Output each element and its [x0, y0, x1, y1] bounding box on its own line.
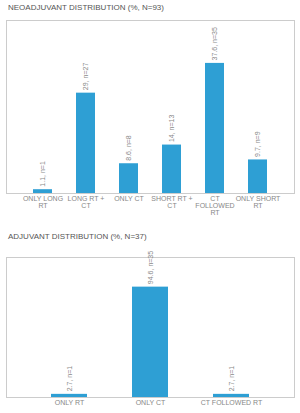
svg-text:9.7, n=9: 9.7, n=9: [254, 131, 261, 157]
svg-text:ONLY SHORTRT: ONLY SHORTRT: [236, 195, 281, 209]
svg-text:ONLY CT: ONLY CT: [114, 195, 144, 202]
svg-text:2.7, n=1: 2.7, n=1: [66, 366, 73, 392]
svg-text:ONLY CT: ONLY CT: [136, 399, 166, 406]
svg-text:29, n=27: 29, n=27: [82, 63, 89, 91]
html-text:ADJUVANT DISTRIBUTION (%, N=37: ADJUVANT DISTRIBUTION (%, N=37): [8, 232, 147, 241]
svg-text:2.7, n=1: 2.7, n=1: [228, 366, 235, 392]
svg-text:1.1, n=1: 1.1, n=1: [39, 161, 46, 187]
html-text:NEOADJUVANT DISTRIBUTION (%, N: NEOADJUVANT DISTRIBUTION (%, N=93): [8, 3, 164, 12]
svg-text:ONLY LONGRT: ONLY LONGRT: [23, 195, 63, 209]
svg-text:CT FOLLOWED RT: CT FOLLOWED RT: [201, 399, 263, 406]
svg-text:8.6, n=8: 8.6, n=8: [125, 135, 132, 161]
svg-text:94.6, n=35: 94.6, n=35: [147, 251, 154, 284]
svg-text:14, n=13: 14, n=13: [168, 115, 175, 143]
svg-text:37.6, n=35: 37.6, n=35: [211, 27, 218, 60]
svg-text:SHORT RT +CT: SHORT RT +CT: [151, 195, 192, 209]
svg-text:LONG RT +CT: LONG RT +CT: [68, 195, 105, 209]
svg-text:ONLY RT: ONLY RT: [55, 399, 85, 406]
svg-text:CTFOLLOWEDRT: CTFOLLOWEDRT: [195, 195, 234, 216]
